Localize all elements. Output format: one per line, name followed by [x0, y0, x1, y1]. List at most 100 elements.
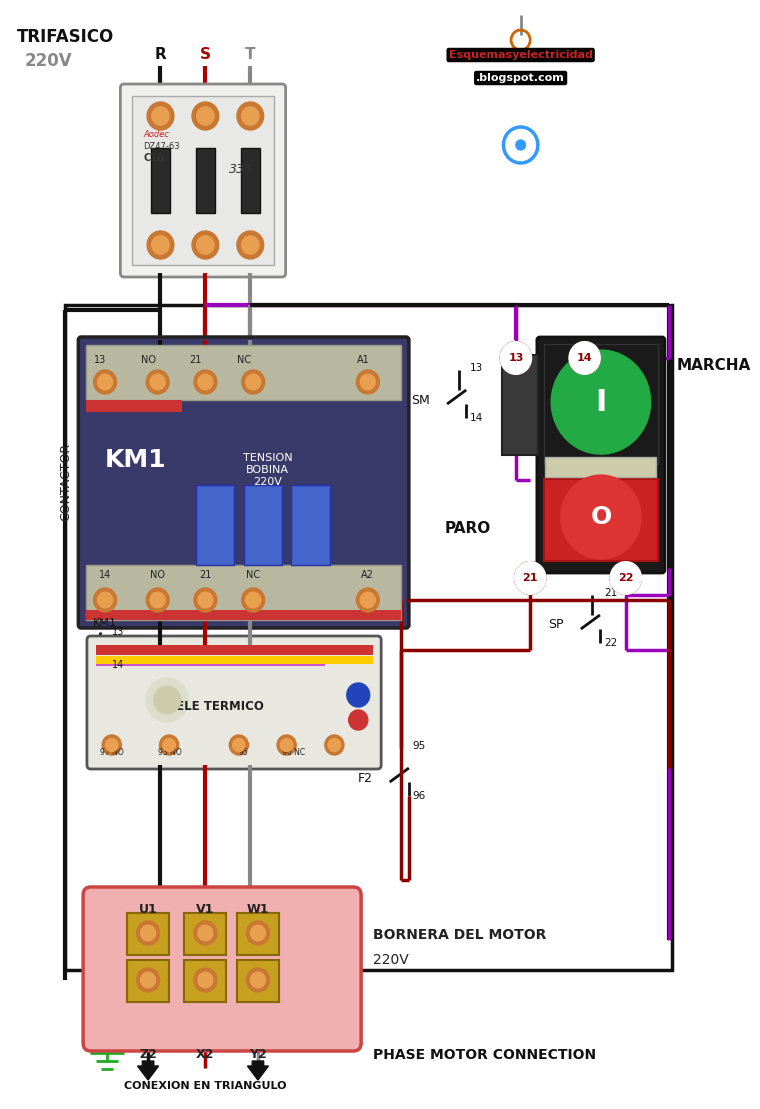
Text: 14: 14 [112, 660, 124, 670]
Circle shape [198, 925, 213, 940]
Text: 333: 333 [230, 163, 253, 176]
Text: CONTACTOR: CONTACTOR [59, 442, 72, 521]
Text: 21: 21 [190, 355, 202, 365]
Text: NC: NC [236, 355, 251, 365]
Circle shape [237, 231, 264, 260]
Text: PHASE MOTOR CONNECTION: PHASE MOTOR CONNECTION [372, 1048, 596, 1062]
FancyArrow shape [248, 1061, 268, 1080]
Bar [237, 960, 279, 1003]
Bar [96, 657, 372, 664]
Text: SM: SM [411, 394, 430, 407]
Bar [196, 485, 234, 564]
Circle shape [141, 973, 156, 988]
Circle shape [160, 735, 179, 755]
Circle shape [150, 374, 165, 389]
Text: S: S [200, 47, 211, 62]
Text: 97 NO: 97 NO [100, 747, 124, 757]
Text: 96: 96 [413, 791, 426, 801]
Text: A1: A1 [356, 355, 369, 365]
Text: 13: 13 [470, 363, 483, 373]
Circle shape [137, 968, 160, 991]
Bar [543, 344, 658, 464]
Circle shape [242, 370, 264, 394]
Circle shape [197, 236, 214, 254]
Text: F2: F2 [357, 772, 372, 784]
Circle shape [551, 350, 651, 454]
Bar [151, 147, 170, 213]
Text: KM1: KM1 [105, 448, 166, 472]
FancyBboxPatch shape [87, 635, 382, 769]
Text: C10: C10 [144, 153, 164, 163]
Bar [291, 485, 330, 564]
Text: O: O [591, 505, 612, 529]
Circle shape [103, 735, 122, 755]
Circle shape [97, 374, 112, 389]
Bar [185, 913, 226, 955]
Text: SP: SP [548, 619, 564, 631]
Text: 14: 14 [577, 353, 593, 363]
Text: Z2: Z2 [139, 1048, 157, 1061]
Bar [86, 610, 401, 620]
Text: 13: 13 [94, 355, 106, 365]
Bar [244, 485, 282, 564]
Circle shape [154, 686, 181, 714]
Bar [86, 400, 182, 413]
Text: Y2: Y2 [249, 1048, 267, 1061]
Circle shape [569, 342, 600, 374]
Bar [241, 147, 260, 213]
Bar [131, 96, 274, 265]
Text: 22: 22 [618, 573, 634, 583]
Circle shape [194, 920, 217, 945]
Circle shape [246, 968, 269, 991]
Circle shape [277, 735, 296, 755]
Circle shape [325, 735, 344, 755]
Text: 14: 14 [470, 413, 483, 423]
Circle shape [141, 925, 156, 940]
FancyBboxPatch shape [83, 887, 361, 1051]
Circle shape [242, 236, 259, 254]
Bar [86, 564, 401, 620]
Circle shape [246, 920, 269, 945]
Circle shape [198, 374, 213, 389]
Circle shape [230, 735, 249, 755]
Text: BORNERA DEL MOTOR: BORNERA DEL MOTOR [372, 928, 546, 942]
FancyArrow shape [138, 1061, 159, 1080]
Text: R: R [154, 47, 166, 62]
Text: 220V: 220V [372, 953, 408, 967]
Text: 21: 21 [603, 588, 617, 598]
Bar [196, 147, 215, 213]
Circle shape [328, 739, 340, 752]
Circle shape [349, 710, 368, 730]
Circle shape [197, 106, 214, 125]
Circle shape [610, 562, 641, 594]
Circle shape [233, 739, 245, 752]
Circle shape [97, 592, 112, 608]
Circle shape [360, 374, 375, 389]
Circle shape [106, 739, 118, 752]
Bar [546, 457, 657, 477]
Circle shape [356, 370, 379, 394]
Text: 13: 13 [112, 627, 124, 637]
Text: Esquemasyelectricidad: Esquemasyelectricidad [448, 50, 593, 60]
Text: DZ47-63: DZ47-63 [144, 142, 180, 151]
Text: 220V: 220V [25, 52, 72, 70]
Circle shape [242, 106, 259, 125]
Bar [543, 479, 658, 561]
Text: 21: 21 [522, 573, 538, 583]
Text: V1: V1 [196, 903, 214, 916]
FancyBboxPatch shape [78, 337, 409, 628]
Text: TENSION
BOBINA
220V: TENSION BOBINA 220V [242, 454, 293, 487]
Circle shape [194, 588, 217, 612]
Bar [96, 657, 325, 667]
Circle shape [198, 592, 213, 608]
Circle shape [194, 968, 217, 991]
Text: CONEXION EN TRIANGULO: CONEXION EN TRIANGULO [124, 1081, 287, 1091]
Circle shape [251, 973, 265, 988]
Circle shape [163, 739, 176, 752]
Bar [237, 913, 279, 955]
Text: 93 NO: 93 NO [157, 747, 182, 757]
Text: 96 NC: 96 NC [282, 747, 305, 757]
Circle shape [93, 370, 116, 394]
Bar [502, 355, 538, 455]
Text: NO: NO [150, 570, 165, 580]
